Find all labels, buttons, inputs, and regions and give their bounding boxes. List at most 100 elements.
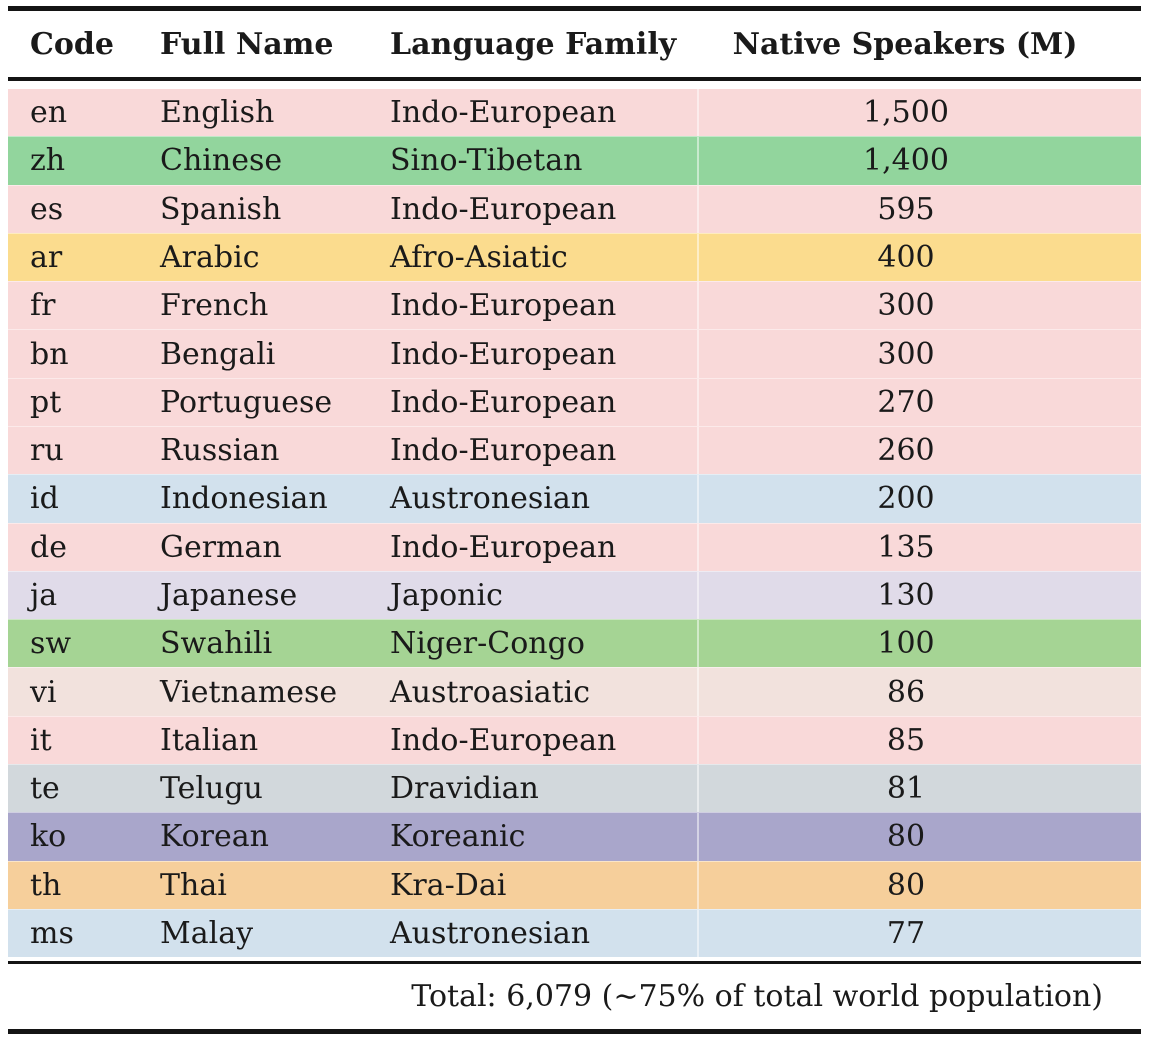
- cell-native-speakers: 1,500: [697, 89, 1141, 137]
- cell-code: sw: [30, 626, 72, 662]
- cell-native-speakers: 135: [697, 523, 1141, 571]
- cell-full-name: Telugu: [160, 771, 263, 807]
- cell-full-name: Japanese: [160, 577, 298, 613]
- cell-language-family: Austroasiatic: [390, 674, 591, 710]
- cell-code: ja: [30, 577, 58, 613]
- cell-native-speakers: 85: [697, 716, 1141, 764]
- table-row: te Telugu Dravidian 81: [8, 763, 1141, 813]
- table-row: es Spanish Indo-European 595: [8, 184, 1141, 233]
- cell-full-name: Chinese: [160, 143, 283, 179]
- header-language-family: Language Family: [390, 26, 677, 62]
- cell-full-name: French: [160, 288, 269, 324]
- cell-code: bn: [30, 336, 69, 372]
- cell-full-name: Spanish: [160, 191, 282, 227]
- cell-language-family: Indo-European: [390, 384, 617, 420]
- cell-native-speakers: 270: [697, 378, 1141, 426]
- cell-full-name: Swahili: [160, 626, 273, 662]
- cell-code: fr: [30, 288, 56, 324]
- cell-full-name: Malay: [160, 915, 254, 951]
- top-rule: [8, 6, 1141, 11]
- cell-language-family: Indo-European: [390, 336, 617, 372]
- cell-language-family: Indo-European: [390, 191, 617, 227]
- header-native-speakers: Native Speakers (M): [732, 26, 1078, 62]
- cell-full-name: Indonesian: [160, 481, 328, 517]
- cell-native-speakers: 77: [697, 909, 1141, 958]
- header-gap: [8, 81, 1141, 89]
- cell-native-speakers: 400: [697, 233, 1141, 282]
- bottom-rule: [8, 1029, 1141, 1034]
- cell-code: zh: [30, 143, 66, 179]
- cell-native-speakers: 100: [697, 620, 1141, 668]
- cell-code: te: [30, 771, 60, 807]
- cell-language-family: Japonic: [390, 577, 503, 613]
- table-row: zh Chinese Sino-Tibetan 1,400: [8, 136, 1141, 185]
- header-full-name: Full Name: [160, 26, 334, 62]
- cell-native-speakers: 595: [697, 185, 1141, 233]
- cell-native-speakers: 260: [697, 426, 1141, 475]
- cell-code: ru: [30, 433, 64, 469]
- table-row: ko Korean Koreanic 80: [8, 812, 1141, 861]
- header-code: Code: [30, 26, 114, 62]
- cell-full-name: Russian: [160, 433, 280, 469]
- cell-native-speakers: 86: [697, 668, 1141, 716]
- table-row: vi Vietnamese Austroasiatic 86: [8, 667, 1141, 716]
- cell-native-speakers: 130: [697, 571, 1141, 620]
- cell-code: de: [30, 529, 67, 565]
- table-row: ar Arabic Afro-Asiatic 400: [8, 232, 1141, 282]
- table-header-row: Code Full Name Language Family Native Sp…: [8, 11, 1141, 77]
- cell-native-speakers: 80: [697, 861, 1141, 909]
- table-row: de German Indo-European 135: [8, 522, 1141, 571]
- cell-language-family: Afro-Asiatic: [390, 239, 568, 275]
- cell-native-speakers: 200: [697, 475, 1141, 523]
- table-row: it Italian Indo-European 85: [8, 715, 1141, 764]
- total-row: Total: 6,079 (∼75% of total world popula…: [8, 964, 1141, 1029]
- table-row: pt Portuguese Indo-European 270: [8, 377, 1141, 426]
- cell-language-family: Niger-Congo: [390, 626, 585, 662]
- cell-code: id: [30, 481, 59, 517]
- table-row: ru Russian Indo-European 260: [8, 425, 1141, 475]
- cell-code: en: [30, 95, 68, 131]
- table-row: sw Swahili Niger-Congo 100: [8, 619, 1141, 668]
- footer-rule: [8, 961, 1141, 964]
- cell-full-name: German: [160, 529, 282, 565]
- cell-native-speakers: 81: [697, 764, 1141, 813]
- cell-native-speakers: 300: [697, 330, 1141, 378]
- table-row: fr French Indo-European 300: [8, 281, 1141, 330]
- cell-code: th: [30, 867, 62, 903]
- cell-native-speakers: 1,400: [697, 137, 1141, 185]
- cell-full-name: Portuguese: [160, 384, 333, 420]
- table-rows: en English Indo-European 1,500 zh Chines…: [8, 89, 1141, 958]
- cell-full-name: Thai: [160, 867, 227, 903]
- cell-language-family: Austronesian: [390, 915, 591, 951]
- table-row: en English Indo-European 1,500: [8, 89, 1141, 137]
- cell-code: ko: [30, 819, 67, 855]
- table-row: ms Malay Austronesian 77: [8, 908, 1141, 958]
- total-label: Total: 6,079 (∼75% of total world popula…: [411, 979, 1103, 1014]
- cell-code: ms: [30, 915, 74, 951]
- cell-full-name: Bengali: [160, 336, 276, 372]
- cell-full-name: Vietnamese: [160, 674, 338, 710]
- cell-language-family: Indo-European: [390, 529, 617, 565]
- cell-full-name: English: [160, 95, 275, 131]
- cell-full-name: Korean: [160, 819, 269, 855]
- cell-language-family: Indo-European: [390, 288, 617, 324]
- cell-code: es: [30, 191, 64, 227]
- cell-language-family: Dravidian: [390, 771, 539, 807]
- cell-full-name: Arabic: [160, 239, 260, 275]
- cell-full-name: Italian: [160, 722, 259, 758]
- language-table: Code Full Name Language Family Native Sp…: [8, 0, 1141, 1034]
- cell-language-family: Indo-European: [390, 433, 617, 469]
- table-row: ja Japanese Japonic 130: [8, 570, 1141, 620]
- table-row: th Thai Kra-Dai 80: [8, 860, 1141, 909]
- cell-language-family: Kra-Dai: [390, 867, 507, 903]
- cell-language-family: Koreanic: [390, 819, 526, 855]
- cell-language-family: Austronesian: [390, 481, 591, 517]
- cell-language-family: Indo-European: [390, 95, 617, 131]
- cell-language-family: Indo-European: [390, 722, 617, 758]
- table-row: id Indonesian Austronesian 200: [8, 474, 1141, 523]
- table-row: bn Bengali Indo-European 300: [8, 329, 1141, 378]
- cell-code: ar: [30, 239, 63, 275]
- cell-native-speakers: 80: [697, 813, 1141, 861]
- cell-code: it: [30, 722, 52, 758]
